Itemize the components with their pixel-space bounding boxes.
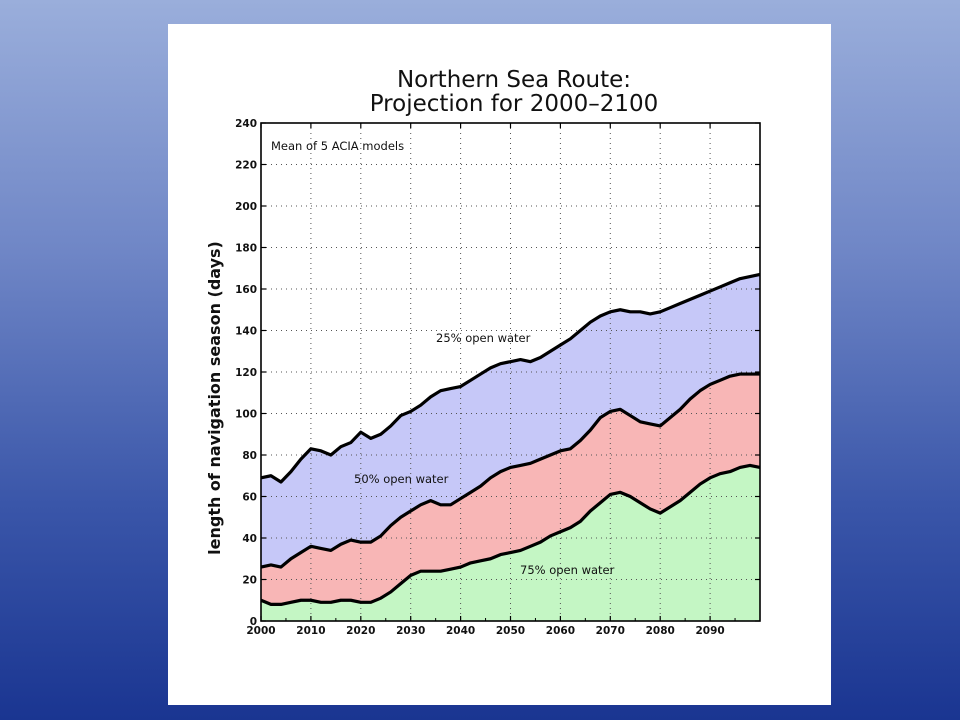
y-tick-label-40: 40	[242, 533, 257, 545]
y-tick-label-140: 140	[235, 326, 257, 338]
x-tick-label-2040: 2040	[446, 625, 475, 637]
axis-layer: 2000 2010 2020 2030 2040 2050 2060 2070 2080 2090…	[235, 118, 761, 637]
x-tick-label-2080: 2080	[646, 625, 675, 637]
y-tick-label-0: 0	[250, 616, 257, 628]
chart-panel: Northern Sea Route: Projection for 2000–…	[168, 24, 831, 705]
series-label-75: 75% open water	[520, 563, 615, 577]
y-tick-label-60: 60	[242, 492, 257, 504]
x-tick-label-2070: 2070	[596, 625, 625, 637]
y-tick-label-20: 20	[242, 575, 257, 587]
series-line-75-open-water	[260, 463, 761, 607]
x-tick-label-2020: 2020	[346, 625, 375, 637]
y-tick-label-160: 160	[235, 284, 257, 296]
series-label-25: 25% open water	[436, 331, 531, 345]
x-tick-label-2060: 2060	[546, 625, 575, 637]
series-line-50-open-water	[260, 372, 760, 569]
x-tick-label-2010: 2010	[296, 625, 325, 637]
chart-title-line-2: Projection for 2000–2100	[370, 91, 659, 117]
area-75-open-water	[261, 465, 760, 621]
area-layer	[261, 274, 760, 621]
y-tick-label-120: 120	[235, 367, 257, 379]
y-tick-label-80: 80	[242, 450, 257, 462]
y-axis-label: length of navigation season (days)	[205, 241, 224, 555]
x-tick-label-2030: 2030	[396, 625, 425, 637]
x-tick-label-2050: 2050	[496, 625, 525, 637]
chart-title-line-1: Northern Sea Route:	[397, 67, 631, 93]
y-tick-label-100: 100	[235, 409, 257, 421]
y-tick-label-240: 240	[235, 118, 257, 130]
y-tick-label-180: 180	[235, 243, 257, 255]
model-note: Mean of 5 ACIA models	[271, 139, 404, 153]
chart-svg: Northern Sea Route: Projection for 2000–…	[205, 67, 761, 637]
series-label-50: 50% open water	[354, 472, 449, 486]
x-tick-label-2090: 2090	[695, 625, 724, 637]
y-tick-label-220: 220	[235, 160, 257, 172]
x-tick-label-2000: 2000	[246, 625, 275, 637]
y-tick-label-200: 200	[235, 201, 257, 213]
grid-layer	[261, 123, 760, 621]
series-line-25-open-water	[260, 272, 761, 484]
series-line-layer	[260, 272, 761, 607]
